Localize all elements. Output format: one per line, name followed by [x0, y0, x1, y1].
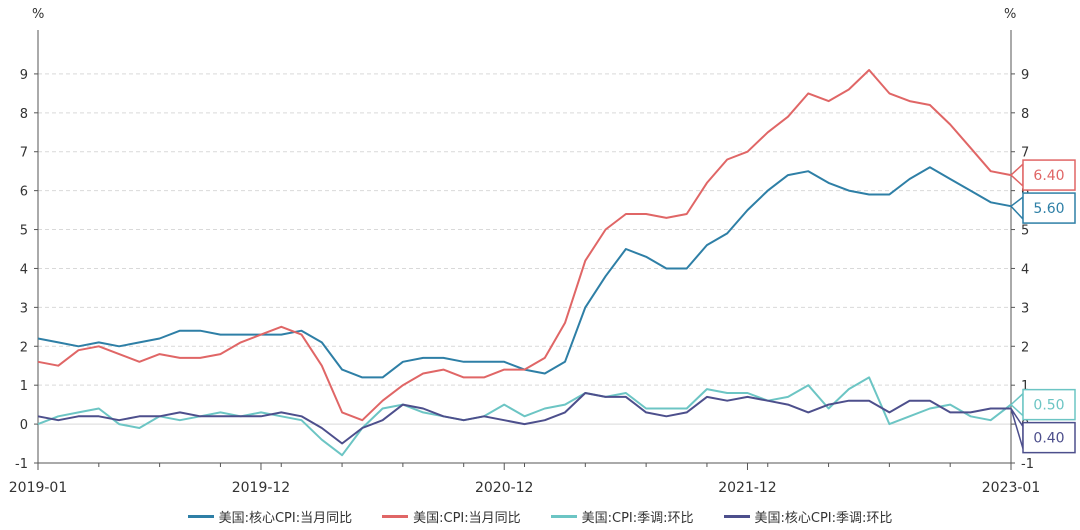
y-unit-left: %: [32, 7, 44, 22]
y-tick-label-left: 3: [20, 301, 28, 316]
y-tick-label-right: 3: [1021, 301, 1029, 316]
y-tick-label-left: 1: [20, 379, 28, 394]
y-tick-label-left: 9: [20, 68, 28, 83]
y-tick-label-left: 5: [20, 224, 28, 239]
x-tick-label: 2021-12: [718, 480, 777, 496]
series-line-1: [37, 69, 1012, 422]
y-tick-label-left: 7: [20, 146, 28, 161]
callout-value-1: 6.40: [1033, 168, 1064, 184]
series-line-2: [37, 376, 1012, 457]
legend-swatch: [723, 515, 750, 518]
y-tick-label-right: 4: [1021, 262, 1029, 277]
legend-swatch: [187, 515, 214, 518]
callout-box: [1022, 388, 1076, 421]
series-line-3: [37, 392, 1011, 445]
legend-label: 美国:核心CPI:当月同比: [218, 511, 353, 526]
y-tick-label-right: 9: [1021, 68, 1029, 83]
x-tick-label: 2019-12: [232, 480, 291, 496]
y-tick-label-left: 8: [20, 107, 28, 122]
x-tick-label: 2020-12: [475, 480, 534, 496]
legend-item: 美国:核心CPI:当月同比: [187, 507, 353, 526]
y-tick-label-left: 4: [20, 262, 28, 277]
y-tick-label-right: 5: [1021, 224, 1029, 239]
legend-swatch: [382, 515, 409, 518]
chart-legend: 美国:核心CPI:当月同比 美国:CPI:当月同比 美国:CPI:季调:环比 美国:核…: [0, 507, 1080, 526]
x-tick-label: 2019-01: [9, 480, 68, 496]
callout-box: [1022, 421, 1076, 454]
legend-label: 美国:核心CPI:季调:环比: [754, 511, 893, 526]
legend-item: 美国:核心CPI:季调:环比: [723, 507, 893, 526]
y-tick-label-left: -1: [15, 457, 28, 472]
legend-item: 美国:CPI:当月同比: [382, 507, 521, 526]
callout-value-3: 0.40: [1033, 431, 1064, 447]
y-tick-label-left: 2: [20, 340, 28, 355]
legend-label: 美国:CPI:季调:环比: [581, 511, 694, 526]
callout-value-0: 5.60: [1033, 201, 1064, 217]
legend-label: 美国:CPI:当月同比: [413, 511, 521, 526]
legend-swatch: [550, 515, 577, 518]
y-tick-label-right: 8: [1021, 107, 1029, 122]
callout-pointer: [1009, 195, 1024, 221]
y-tick-label-right: 6: [1021, 185, 1029, 200]
callout-box: [1022, 192, 1076, 224]
callout-value-2: 0.50: [1033, 398, 1064, 414]
y-tick-label-left: 0: [20, 418, 28, 433]
y-tick-label-right: 2: [1021, 340, 1029, 355]
y-tick-label-left: 6: [20, 185, 28, 200]
y-tick-label-right: 1: [1021, 379, 1029, 394]
callout-box: [1022, 159, 1076, 191]
legend-item: 美国:CPI:季调:环比: [550, 507, 694, 526]
y-tick-label-right: 7: [1021, 146, 1029, 161]
y-tick-label-right: -1: [1021, 457, 1034, 472]
callout-pointer: [1009, 162, 1024, 188]
line-chart: -1-100112233445566778899%%2019-012019-12…: [9, 7, 1076, 496]
x-tick-label: 2023-01: [982, 480, 1041, 496]
y-unit-right: %: [1004, 7, 1016, 22]
